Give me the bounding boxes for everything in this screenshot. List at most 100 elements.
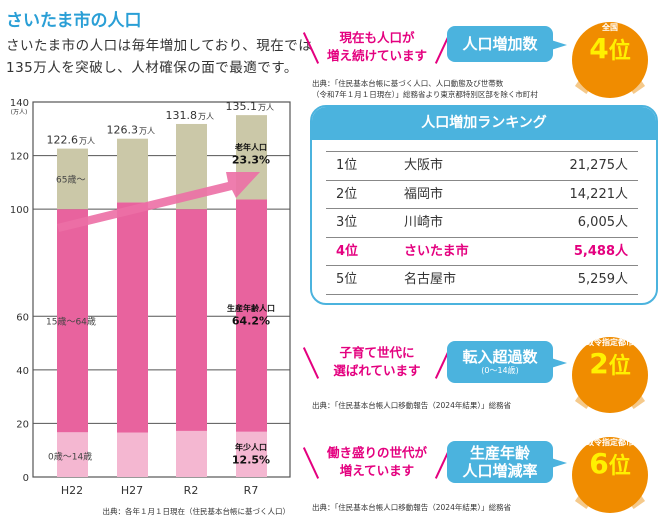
y-tick-label: 40 bbox=[16, 366, 29, 377]
annotation-youth-label: 年少人口 bbox=[235, 442, 267, 452]
source-note: 出典：「住民基本台帳に基づく人口、人口動態及び世帯数 （令和7年１月１日現在）」総… bbox=[312, 78, 538, 100]
x-tick-label: H27 bbox=[121, 484, 143, 497]
ranking-row: 4位 さいたま市 5,488人 bbox=[326, 236, 638, 265]
y-tick-label: 100 bbox=[10, 205, 29, 216]
annotation-working-label: 生産年齢人口 bbox=[227, 303, 275, 313]
rank-cell: 5位 bbox=[336, 272, 358, 287]
page-title: さいたま市の人口 bbox=[6, 11, 142, 31]
ranking-row: 1位 大阪市 21,275人 bbox=[326, 151, 638, 179]
y-unit-label: (万人) bbox=[11, 109, 28, 116]
catch-line: 増え続けています bbox=[326, 48, 427, 63]
rank-medal: 政令指定都市 6位 bbox=[572, 423, 648, 513]
rank-medal: 政令指定都市 2位 bbox=[572, 323, 648, 413]
metric-bubble: 転入超過数 (0〜14歳) bbox=[447, 341, 567, 383]
medal-rank-suffix: 位 bbox=[608, 39, 631, 64]
metric-label: 人口増減率 bbox=[462, 462, 538, 480]
chart-frame bbox=[32, 101, 291, 478]
catch-line: 選ばれています bbox=[333, 363, 421, 378]
ranking-panel: 人口増加ランキング 1位 大阪市 21,275人 2位 福岡市 14,221人 3位… bbox=[310, 105, 658, 305]
source-line: （令和7年１月１日現在）」総務省より東京都特別区部を除く市町村 bbox=[312, 90, 538, 99]
bar-segment bbox=[117, 138, 148, 203]
city-cell: さいたま市 bbox=[404, 243, 469, 259]
metric-label: (0〜14歳) bbox=[481, 366, 519, 375]
catch-copy: 働き盛りの世代が 増えています bbox=[302, 444, 452, 480]
ranking-row: 3位 川崎市 6,005人 bbox=[326, 208, 638, 236]
rank-cell: 2位 bbox=[336, 186, 358, 202]
value-cell: 5,259人 bbox=[577, 272, 628, 287]
bar-segment bbox=[176, 430, 207, 477]
catch-line: 増えています bbox=[339, 463, 415, 478]
ranking-title: 人口増加ランキング bbox=[312, 107, 656, 140]
total-label: 135.1 bbox=[226, 100, 258, 113]
legend-elder: 65歳〜 bbox=[56, 173, 85, 185]
y-tick-label: 60 bbox=[16, 312, 29, 323]
metric-bubble: 生産年齢 人口増減率 bbox=[447, 441, 567, 483]
divider bbox=[326, 293, 638, 295]
medal-rank: 6 bbox=[589, 447, 609, 480]
annotation-youth-pct: 12.5% bbox=[232, 454, 270, 467]
value-cell: 21,275人 bbox=[569, 158, 629, 173]
lead-text-line2: 135万人を突破し、人材確保の面で最適です。 bbox=[6, 60, 298, 76]
x-tick-label: R2 bbox=[184, 484, 199, 497]
ranking-row: 5位 名古屋市 5,259人 bbox=[326, 265, 638, 293]
y-tick-label: 140 bbox=[10, 98, 29, 109]
total-label: 126.3 bbox=[107, 124, 139, 137]
total-label: 131.8 bbox=[166, 109, 198, 122]
bar-segment bbox=[57, 432, 88, 477]
source-line: 出典：「住民基本台帳人口移動報告（2024年結果）」総務省 bbox=[312, 401, 512, 410]
catch-copy: 現在も人口が 増え続けています bbox=[302, 29, 452, 65]
y-tick-label: 0 bbox=[23, 473, 29, 484]
rank-medal: 全国 4位 bbox=[572, 8, 648, 98]
x-tick-label: H22 bbox=[61, 484, 83, 497]
legend-working: 15歳〜64歳 bbox=[46, 315, 96, 327]
value-cell: 14,221人 bbox=[569, 186, 629, 202]
rank-cell: 3位 bbox=[336, 215, 358, 230]
value-cell: 5,488人 bbox=[573, 243, 628, 259]
value-cell: 6,005人 bbox=[577, 215, 628, 230]
total-unit: 万人 bbox=[198, 112, 214, 121]
bar-segment bbox=[176, 209, 207, 431]
total-label: 122.6 bbox=[47, 134, 79, 147]
rank-cell: 1位 bbox=[336, 158, 358, 173]
source-line: 出典：「住民基本台帳に基づく人口、人口動態及び世帯数 bbox=[312, 79, 504, 88]
x-tick-label: R7 bbox=[244, 484, 259, 497]
metric-label: 転入超過数 bbox=[462, 348, 538, 366]
metric-bubble: 人口増加数 bbox=[447, 26, 567, 62]
lead-text-line1: さいたま市の人口は毎年増加しており、現在では bbox=[6, 38, 313, 54]
annotation-elder-pct: 23.3% bbox=[232, 154, 270, 167]
total-unit: 万人 bbox=[258, 103, 274, 112]
source-note: 出典：「住民基本台帳人口移動報告（2024年結果）」総務省 bbox=[312, 502, 511, 513]
city-cell: 川崎市 bbox=[404, 215, 444, 230]
annotation-working-pct: 64.2% bbox=[232, 314, 270, 327]
medal-label: 政令指定都市 bbox=[586, 438, 634, 447]
rank-cell: 4位 bbox=[336, 243, 359, 259]
catch-line: 働き盛りの世代が bbox=[326, 445, 427, 460]
chart-source: 出典：各年１月１日現在（住民基本台帳に基づく人口） bbox=[103, 506, 291, 516]
bar-segment bbox=[57, 209, 88, 433]
medal-rank-suffix: 位 bbox=[608, 454, 631, 479]
bar-segment bbox=[117, 202, 148, 433]
medal-label: 全国 bbox=[602, 23, 618, 32]
medal-rank: 2 bbox=[589, 347, 609, 380]
bar-segment bbox=[57, 148, 88, 210]
y-tick-label: 20 bbox=[16, 419, 29, 430]
source-line: 出典：「住民基本台帳人口移動報告（2024年結果）」総務省 bbox=[312, 503, 512, 512]
ranking-row: 2位 福岡市 14,221人 bbox=[326, 179, 638, 208]
medal-rank-suffix: 位 bbox=[608, 354, 631, 379]
medal-label: 政令指定都市 bbox=[586, 338, 634, 347]
medal-rank: 4 bbox=[589, 32, 609, 65]
bar-segment bbox=[236, 199, 267, 432]
catch-line: 現在も人口が bbox=[339, 30, 415, 45]
annotation-elder-label: 老年人口 bbox=[234, 142, 267, 152]
city-cell: 福岡市 bbox=[404, 186, 444, 202]
legend-youth: 0歳〜14歳 bbox=[48, 451, 92, 463]
population-chart: 0 20 40 60 100 120 140(万人) H22 122.6 万人 H27 126.3 万人… bbox=[10, 98, 291, 516]
bar-segment bbox=[236, 431, 267, 477]
metric-label: 生産年齢 bbox=[469, 444, 530, 462]
city-cell: 名古屋市 bbox=[404, 272, 457, 287]
y-tick-label: 120 bbox=[10, 152, 29, 163]
source-note: 出典：「住民基本台帳人口移動報告（2024年結果）」総務省 bbox=[312, 400, 511, 411]
growth-arrow bbox=[57, 172, 260, 232]
city-cell: 大阪市 bbox=[404, 158, 444, 173]
catch-copy: 子育て世代に 選ばれています bbox=[302, 344, 452, 380]
